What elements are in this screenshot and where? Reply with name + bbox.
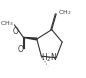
Text: O: O xyxy=(12,27,18,36)
Text: $\mathregular{H_2N}$: $\mathregular{H_2N}$ xyxy=(41,51,58,64)
Text: O: O xyxy=(17,45,23,54)
Text: $\mathregular{CH_3}$: $\mathregular{CH_3}$ xyxy=(0,19,14,28)
Text: $\mathregular{CH_2}$: $\mathregular{CH_2}$ xyxy=(58,8,72,17)
Polygon shape xyxy=(23,37,37,40)
